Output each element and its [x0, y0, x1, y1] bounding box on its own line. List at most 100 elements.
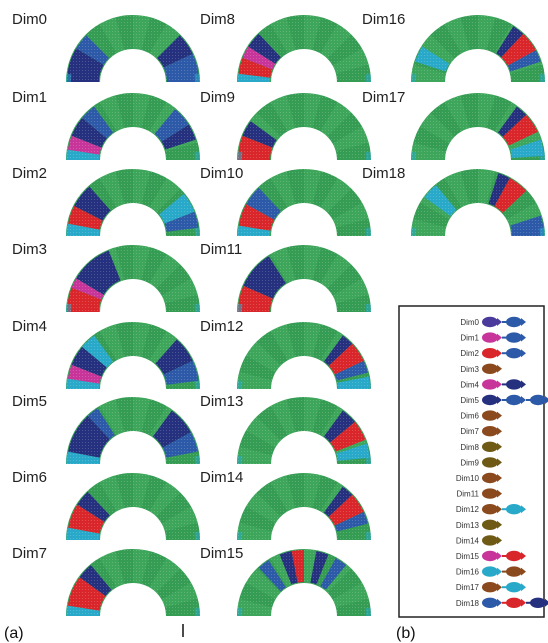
legend-label: Dim4 — [460, 380, 479, 389]
dim-label-dim11: Dim11 — [200, 241, 242, 258]
legend-glyph-magenta — [482, 332, 498, 343]
legend-arrow — [497, 411, 502, 420]
arc-dot-overlay — [237, 245, 371, 312]
arc-glyph-dim15: Dim15 — [200, 545, 371, 616]
legend-arrow — [497, 505, 502, 514]
legend-arrow — [497, 583, 502, 592]
legend-row-dim12: Dim12 — [456, 504, 526, 515]
legend-arrow — [521, 349, 526, 358]
legend-row-dim7: Dim7 — [460, 426, 502, 437]
legend-glyph-brown — [482, 363, 498, 374]
legend-border — [398, 305, 545, 618]
dim-label-dim0: Dim0 — [12, 11, 47, 28]
legend-row-dim15: Dim15 — [456, 550, 526, 562]
legend-row-dim11: Dim11 — [456, 488, 502, 499]
legend-row-dim2: Dim2 — [460, 348, 526, 359]
legend-glyph-red — [506, 550, 522, 562]
legend-glyph-brown — [482, 504, 498, 515]
arc-dot-overlay — [237, 322, 371, 389]
dim-label-dim13: Dim13 — [200, 393, 243, 410]
legend-arrow — [521, 567, 526, 576]
legend-label: Dim11 — [456, 490, 479, 499]
legend-glyph-navy — [482, 394, 498, 406]
legend-arrow — [497, 396, 502, 404]
legend-row-dim13: Dim13 — [456, 519, 502, 530]
legend-glyph-brown — [482, 410, 498, 421]
dim-label-dim17: Dim17 — [362, 89, 405, 106]
legend-arrow — [521, 583, 526, 592]
legend-label: Dim9 — [460, 458, 479, 467]
legend-label: Dim15 — [456, 552, 480, 561]
legend-arrow — [497, 520, 502, 529]
legend-arrow — [521, 505, 526, 514]
legend-row-dim18: Dim18 — [456, 597, 548, 608]
arc-glyph-dim2: Dim2 — [12, 165, 200, 236]
legend-glyph-blue — [506, 348, 522, 359]
legend-arrow — [545, 598, 548, 607]
legend-row-dim6: Dim6 — [460, 410, 502, 421]
arc-glyph-dim12: Dim12 — [200, 318, 371, 389]
dim-label-dim16: Dim16 — [362, 11, 405, 28]
legend-glyph-blue — [506, 332, 522, 343]
legend-arrow — [497, 442, 502, 451]
dim-label-dim4: Dim4 — [12, 318, 47, 335]
dim-label-dim10: Dim10 — [200, 165, 243, 182]
legend-arrow — [497, 333, 502, 342]
legend-arrow — [497, 567, 502, 576]
legend-glyph-navy — [506, 379, 522, 390]
legend-arrow — [497, 349, 502, 358]
legend-glyph-brown — [482, 582, 498, 593]
legend-glyph-brown — [482, 426, 498, 437]
legend-glyph-olive — [482, 519, 498, 530]
dim-label-dim3: Dim3 — [12, 241, 47, 258]
legend-glyph-olive — [482, 441, 498, 452]
legend-row-dim4: Dim4 — [460, 379, 526, 390]
legend-panel: Dim0 Dim1 Dim2 Dim3 Dim4 Dim5 Dim6 Dim7 Dim8 Dim9… — [398, 305, 548, 618]
legend-row-dim14: Dim14 — [456, 535, 502, 546]
legend-glyph-magenta — [482, 379, 498, 390]
legend-row-dim16: Dim16 — [456, 566, 526, 577]
arc-dot-overlay — [66, 397, 200, 464]
panel-label-b: (b) — [396, 625, 416, 642]
legend-glyph-navy — [530, 597, 546, 608]
legend-arrow — [497, 427, 502, 436]
dim-label-dim18: Dim18 — [362, 165, 405, 182]
dim-label-dim15: Dim15 — [200, 545, 243, 562]
legend-glyph-blue — [482, 597, 498, 608]
panel-label-a: (a) — [4, 625, 24, 642]
legend-arrow — [497, 536, 502, 545]
legend-row-dim3: Dim3 — [460, 363, 502, 374]
arc-dot-overlay — [66, 169, 200, 236]
dim-label-dim8: Dim8 — [200, 11, 235, 28]
legend-glyph-red — [482, 348, 498, 359]
legend-row-dim1: Dim1 — [460, 332, 526, 343]
legend-label: Dim5 — [460, 396, 479, 405]
legend-glyph-magenta — [482, 550, 498, 562]
legend-arrow — [497, 474, 502, 482]
legend-arrow — [545, 396, 548, 404]
legend-arrow — [497, 380, 502, 389]
arc-dot-overlay — [237, 549, 371, 616]
legend-glyph-brown — [482, 488, 498, 499]
arc-glyph-dim14: Dim14 — [200, 469, 371, 540]
legend-label: Dim12 — [456, 505, 480, 514]
arc-dot-overlay — [237, 169, 371, 236]
legend-glyph-olive — [482, 457, 498, 468]
legend-label: Dim14 — [456, 536, 480, 545]
legend-arrow — [497, 552, 502, 560]
arc-glyph-dim11: Dim11 — [200, 241, 371, 312]
legend-glyph-cyan — [506, 504, 522, 515]
legend-glyph-blue — [506, 316, 522, 328]
arc-glyph-dim3: Dim3 — [12, 241, 200, 312]
arc-glyph-dim1: Dim1 — [12, 89, 200, 160]
legend-glyph-red — [506, 597, 522, 608]
dim-label-dim14: Dim14 — [200, 469, 243, 486]
arc-dot-overlay — [237, 473, 371, 540]
arc-glyph-dim18: Dim18 — [362, 165, 545, 236]
arc-glyph-grid: Dim0 Dim1 Dim2 Dim3 Dim4 Dim5 Dim6 Dim7 Dim8 Dim9… — [12, 11, 545, 616]
legend-glyph-purple — [482, 316, 498, 328]
arc-dot-overlay — [66, 15, 200, 82]
legend-arrow — [497, 318, 502, 326]
arc-dot-overlay — [66, 473, 200, 540]
legend-label: Dim6 — [460, 412, 479, 421]
